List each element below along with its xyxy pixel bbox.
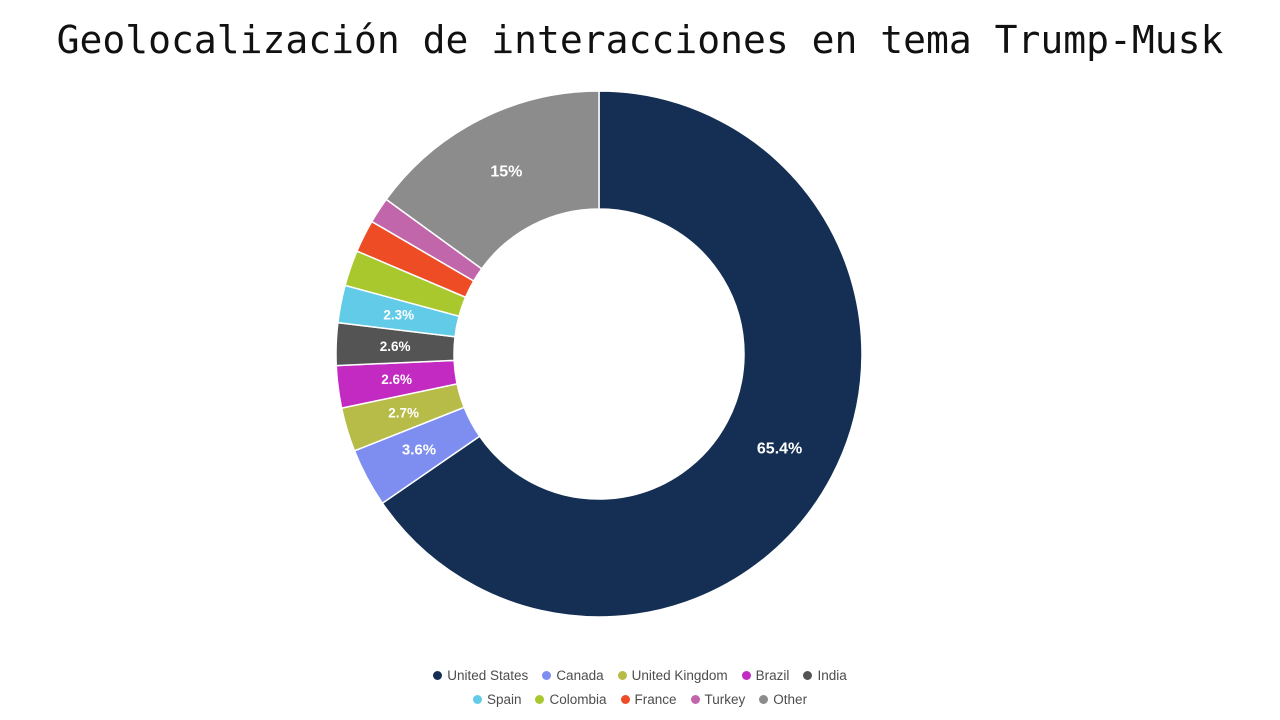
slice-united-states [381, 90, 863, 618]
slice-label-india: 2.6% [380, 339, 411, 354]
legend-label: Other [773, 691, 808, 707]
legend-label: United Kingdom [631, 667, 728, 683]
donut-slice-labels: 65.4% 3.6% 2.7% 2.6% 2.6% 2.3% 15% [380, 164, 803, 459]
legend-row: United States Canada United Kingdom Brazil I… [0, 664, 1280, 686]
legend-item-france: France [620, 691, 677, 707]
slice-label-united-kingdom: 2.7% [388, 405, 419, 420]
slice-label-other: 15% [490, 164, 522, 181]
legend-label: Brazil [755, 667, 790, 683]
legend-label: Turkey [704, 691, 746, 707]
legend-swatch [620, 694, 630, 704]
legend-label: Canada [556, 667, 604, 683]
legend-swatch [759, 694, 769, 704]
slice-other [385, 90, 600, 270]
legend-label: Spain [486, 691, 522, 707]
slice-label-canada: 3.6% [402, 442, 436, 459]
legend-item-other: Other [759, 692, 807, 707]
legend-swatch [690, 694, 700, 704]
legend-label: Colombia [549, 691, 607, 707]
slice-label-spain: 2.3% [383, 308, 414, 323]
legend-item-turkey: Turkey [690, 691, 746, 707]
legend-swatch [472, 694, 482, 704]
legend-item-united-states: United States [433, 668, 528, 683]
legend-item-india: India [803, 667, 847, 683]
slice-label-brazil: 2.6% [381, 372, 412, 387]
legend-item-canada: Canada [542, 667, 604, 683]
legend-swatch [617, 670, 627, 680]
legend-swatch [542, 670, 552, 680]
slice-label-united-states: 65.4% [757, 440, 802, 457]
legend-swatch [803, 670, 813, 680]
legend-swatch [433, 670, 443, 680]
legend-label: India [817, 667, 847, 683]
chart-title: Geolocalización de interacciones en tema… [56, 18, 1224, 62]
donut-slices [335, 90, 863, 618]
legend-item-united-kingdom: United Kingdom [617, 667, 728, 683]
legend-item-spain: Spain [472, 691, 522, 707]
chart-legend: United States Canada United Kingdom Brazil I… [0, 664, 1280, 712]
legend-item-colombia: Colombia [535, 691, 607, 707]
legend-label: France [634, 691, 677, 707]
legend-label: United States [447, 667, 529, 683]
legend-swatch [535, 694, 545, 704]
legend-swatch [741, 670, 751, 680]
legend-item-brazil: Brazil [741, 667, 790, 683]
legend-row: Spain Colombia France Turkey Other [0, 688, 1280, 710]
